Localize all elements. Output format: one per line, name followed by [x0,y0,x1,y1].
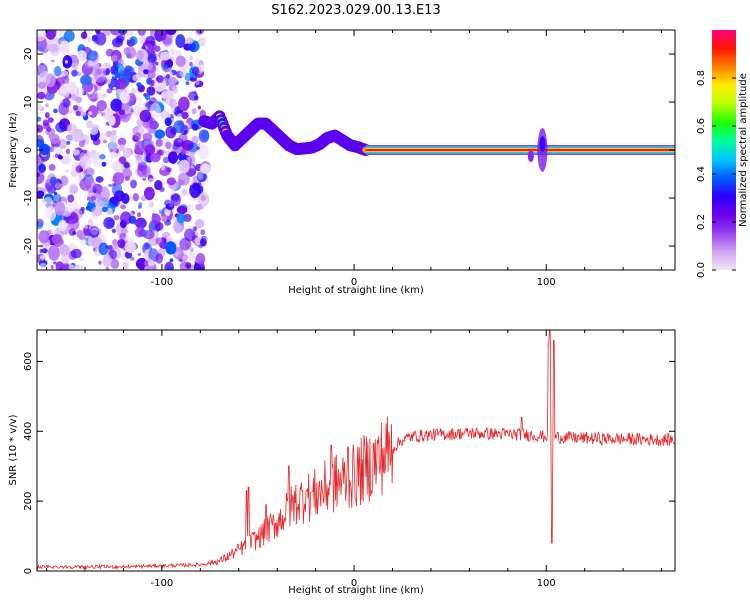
spectrogram-xlabel: Height of straight line (km) [288,285,424,296]
spectrogram-ylabel: Frequency (Hz) [8,112,19,188]
x-tick-label: 0 [351,578,357,589]
spectrogram-data [37,30,675,270]
colorbar-tick-label: 0.2 [696,214,707,230]
snr-plot-area [37,330,675,571]
snr-xlabel: Height of straight line (km) [288,585,424,596]
snr-frame [36,329,676,572]
y-tick-label: -10 [23,190,34,206]
snr-ylabel: SNR (10 * v/v) [8,414,19,485]
y-tick-label: 20 [23,48,34,61]
colorbar: 0.0 0.2 0.4 0.6 0.8 Normalized spectral ampl… [696,30,749,278]
snr-axes: -100 0 100 0 200 400 600 [23,330,675,589]
colorbar-tick-label: 0.4 [696,166,707,182]
snr-panel: -100 0 100 0 200 400 600 Height of straight li… [8,329,676,596]
y-tick-label: 0 [23,147,34,153]
colorbar-axis: 0.0 0.2 0.4 0.6 0.8 [696,70,736,278]
x-tick-label: 100 [537,277,556,288]
colorbar-gradient [712,30,736,270]
y-tick-label: 10 [23,96,34,109]
y-tick-label: 600 [23,352,34,371]
y-tick-label: -20 [23,238,34,254]
y-tick-label: 0 [23,568,34,574]
y-tick-label: 200 [23,492,34,511]
y-tick-label: 400 [23,422,34,441]
figure-title: S162.2023.029.00.13.E13 [271,3,440,18]
colorbar-tick-label: 0.6 [696,118,707,134]
colorbar-tick-label: 0.0 [696,262,707,278]
colorbar-tick-label: 0.8 [696,70,707,86]
x-tick-label: -100 [151,578,174,589]
x-tick-label: 100 [537,578,556,589]
x-tick-label: 0 [351,277,357,288]
colorbar-label: Normalized spectral amplitude [738,73,749,227]
snr-series-line [37,330,675,571]
x-tick-label: -100 [151,277,174,288]
